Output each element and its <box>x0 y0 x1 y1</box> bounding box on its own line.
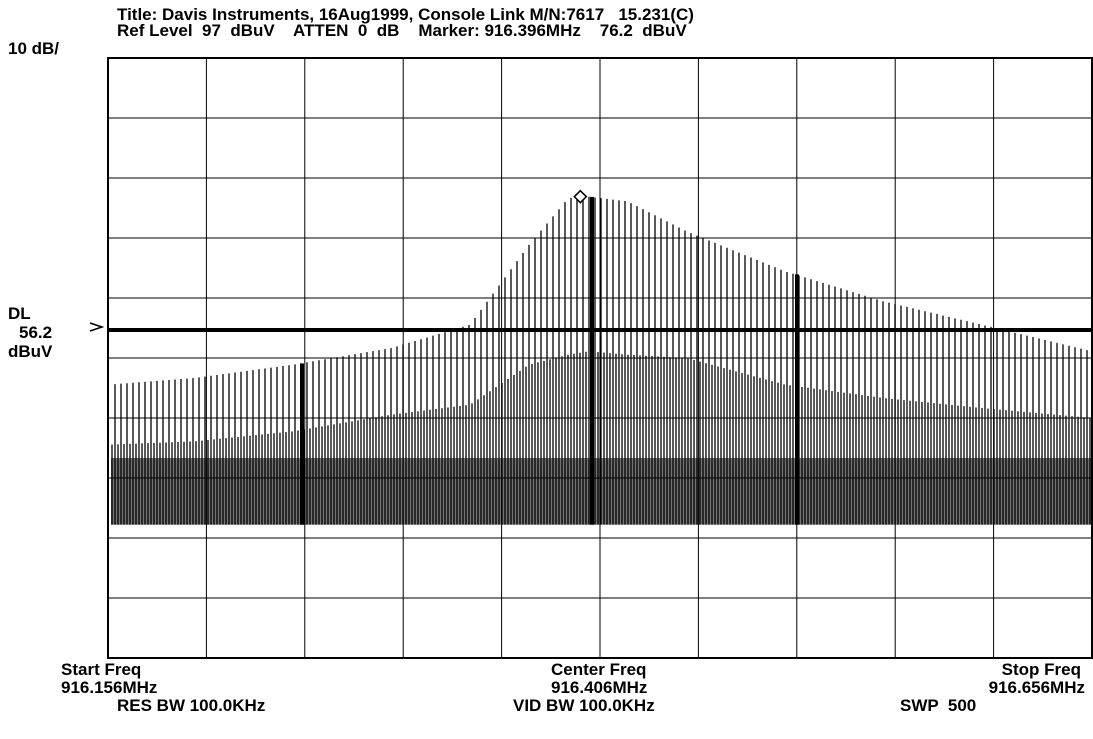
center-freq-label: Center Freq <box>551 660 647 679</box>
plot-border <box>107 57 1093 659</box>
start-freq-label: Start Freq <box>61 660 142 679</box>
display-line-label: DL <box>8 304 31 323</box>
vid-bw: VID BW 100.0KHz <box>513 696 655 715</box>
trace-group <box>111 196 1092 525</box>
center-freq-value: 916.406MHz <box>551 678 648 697</box>
stop-freq-label: Stop Freq <box>1001 660 1081 679</box>
trace-block <box>300 363 304 525</box>
sweep-time: SWP 500 <box>900 696 977 715</box>
start-freq-value: 916.156MHz <box>61 678 158 697</box>
grid <box>107 57 1093 659</box>
display-line-unit: dBuV <box>8 342 53 361</box>
marker-group <box>573 189 588 204</box>
chart-title: Title: Davis Instruments, 16Aug1999, Con… <box>117 5 694 24</box>
trace-block <box>590 196 594 525</box>
res-bw: RES BW 100.0KHz <box>117 696 266 715</box>
marker-diamond <box>573 189 588 204</box>
noise-floor-band <box>111 458 1092 525</box>
scale-label: 10 dB/ <box>8 39 60 58</box>
display-line-group <box>89 322 1092 332</box>
reference-level-line: Ref Level 97 dBuV ATTEN 0 dB Marker: 916… <box>117 21 687 40</box>
display-line-value: 56.2 <box>19 323 53 342</box>
stop-freq-value: 916.656MHz <box>988 678 1085 697</box>
display-line-arrow <box>89 322 105 332</box>
